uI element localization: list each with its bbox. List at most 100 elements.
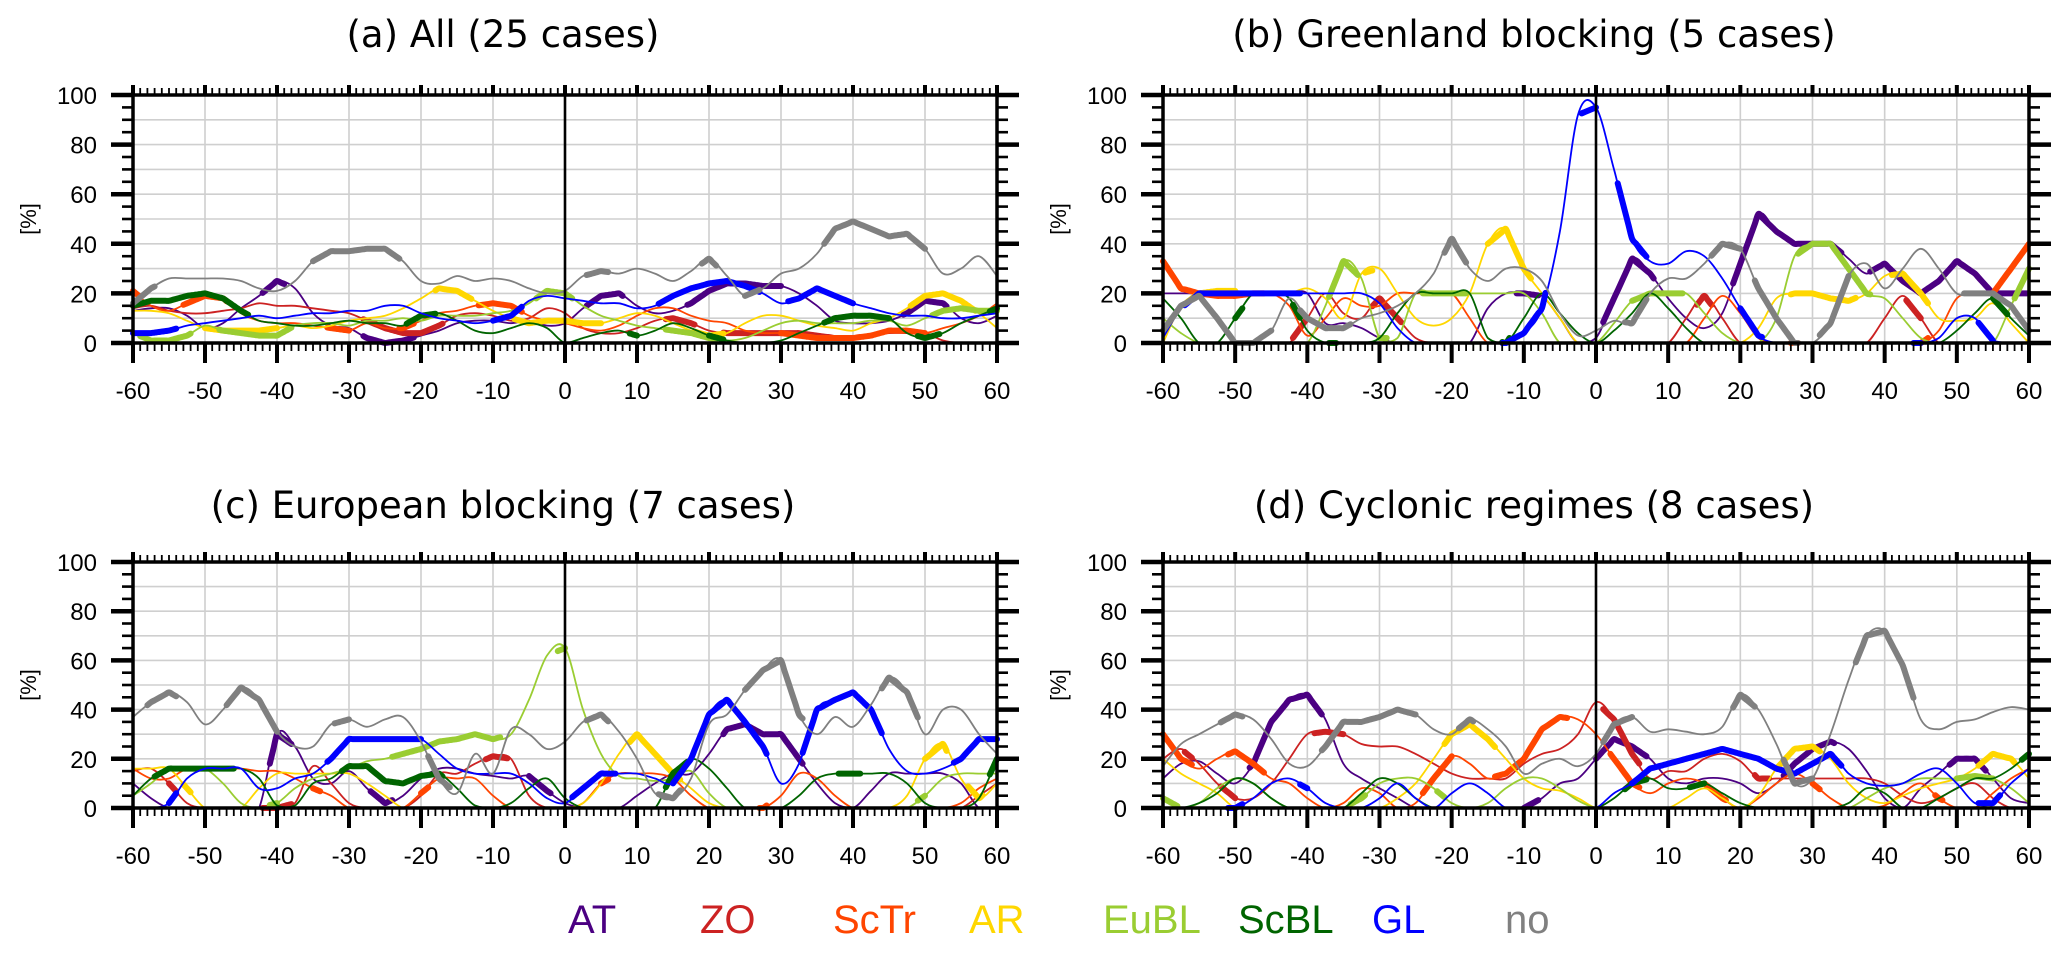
series-sctr-significant-segment	[324, 324, 352, 334]
series-sctr-significant-segment	[418, 784, 432, 797]
legend: AT ZO ScTr AR EuBL ScBL GL no	[568, 898, 1550, 942]
series-ar-significant-segment	[922, 740, 950, 762]
y-tick-label: 80	[70, 133, 97, 160]
y-axis-label: [%]	[1046, 203, 1071, 235]
y-tick-label: 0	[84, 331, 97, 358]
series-eubl-significant-segment	[266, 800, 280, 808]
x-tick-label: -40	[260, 378, 295, 405]
series-ar-significant-segment	[180, 781, 194, 796]
series-eubl-significant-segment	[1160, 795, 1181, 809]
legend-item-at: AT	[568, 898, 616, 942]
x-tick-label: 20	[696, 843, 723, 870]
series-scbl-significant-segment	[914, 331, 943, 341]
series-no-significant-segment	[144, 689, 180, 709]
series-gl-significant-segment	[324, 735, 424, 765]
series-gl-significant-segment	[1181, 290, 1304, 309]
y-tick-label: 60	[70, 182, 97, 209]
x-tick-label: -30	[332, 378, 367, 405]
x-tick-label: 60	[984, 378, 1011, 405]
series-sctr-significant-segment	[475, 300, 525, 315]
series-at-significant-segment	[1730, 210, 1845, 287]
series-scbl-significant-segment	[821, 312, 892, 326]
series-no-significant-segment	[1621, 296, 1650, 327]
series-no-significant-segment	[1780, 756, 1816, 787]
y-tick-label: 40	[1100, 698, 1127, 725]
series-gl-significant-segment	[1975, 792, 2004, 807]
series-eubl-significant-segment	[1326, 258, 1361, 300]
x-tick-label: 60	[984, 843, 1011, 870]
series-sctr-significant-segment	[778, 327, 928, 342]
series-zo-significant-segment	[1751, 772, 1773, 782]
y-tick-label: 60	[70, 648, 97, 675]
x-tick-label: -50	[188, 843, 223, 870]
x-tick-label: 40	[840, 843, 867, 870]
series-ar-significant-segment	[1362, 267, 1376, 276]
x-tick-label: 0	[1589, 378, 1602, 405]
y-tick-label: 60	[1100, 182, 1127, 209]
y-axis-label: [%]	[1046, 669, 1071, 701]
y-tick-label: 100	[1087, 83, 1127, 110]
y-tick-label: 100	[57, 83, 97, 110]
x-tick-label: 0	[1589, 843, 1602, 870]
x-tick-label: -60	[1146, 843, 1181, 870]
plot-frame	[1161, 560, 2031, 810]
plot-frame	[131, 93, 999, 345]
series-eubl-significant-segment	[929, 305, 1000, 319]
series-scbl-significant-segment	[1289, 301, 1304, 321]
series-at-significant-segment	[1600, 255, 1657, 326]
series-scbl-significant-segment	[1686, 780, 1708, 791]
x-tick-label: -10	[476, 378, 511, 405]
series-no-significant-segment	[655, 787, 684, 802]
y-tick-label: 0	[1114, 331, 1127, 358]
x-tick-label: 40	[840, 378, 867, 405]
y-tick-label: 0	[84, 796, 97, 823]
series-eubl-significant-segment	[1629, 290, 1686, 304]
y-tick-label: 20	[1100, 747, 1127, 774]
series-scbl-significant-segment	[1989, 295, 2011, 318]
x-tick-label: -60	[116, 378, 151, 405]
chart-title: (d) Cyclonic regimes (8 cases)	[1254, 484, 1814, 527]
series-scbl-significant-segment	[626, 330, 640, 339]
y-axis-label: [%]	[16, 203, 41, 235]
x-tick-label: 30	[768, 378, 795, 405]
x-tick-label: 30	[768, 843, 795, 870]
series-scbl-significant-segment	[706, 332, 727, 343]
x-tick-label: -20	[404, 843, 439, 870]
series-gl-significant-segment	[1737, 305, 1765, 340]
series-no-significant-segment	[1455, 716, 1477, 732]
series-no-significant-segment	[583, 268, 612, 278]
series-no-significant-segment	[130, 283, 158, 307]
series-no-significant-segment	[742, 656, 806, 722]
x-tick-label: -10	[1506, 843, 1541, 870]
series-no-significant-segment	[1816, 273, 1852, 339]
series-no-significant-segment	[1852, 627, 1917, 701]
plot-frame	[1161, 93, 2031, 345]
series-no-significant-segment	[821, 218, 928, 252]
chart-title: (c) European blocking (7 cases)	[211, 484, 796, 527]
series-gl-significant-segment	[670, 696, 770, 787]
x-tick-label: 20	[696, 378, 723, 405]
x-tick-label: -50	[1218, 843, 1253, 870]
chart-title: (a) All (25 cases)	[347, 13, 660, 56]
y-tick-label: 100	[1087, 550, 1127, 577]
legend-item-eubl: EuBL	[1103, 898, 1201, 942]
series-eubl-significant-segment	[1953, 773, 1996, 782]
series-at-significant-segment	[526, 773, 554, 797]
x-tick-label: 10	[624, 843, 651, 870]
series-zo-significant-segment	[1311, 728, 1347, 738]
y-tick-label: 40	[1100, 232, 1127, 259]
series-gl-significant-segment	[655, 277, 763, 307]
panel-b: (b) Greenland blocking (5 cases) [%] 0 20 40…	[1046, 13, 2051, 405]
series-sctr-significant-segment	[1160, 731, 1195, 768]
series-no-significant-segment	[1730, 691, 1758, 711]
series-no-significant-segment	[1160, 292, 1275, 346]
y-tick-label: 20	[1100, 281, 1127, 308]
series-no-significant-segment	[1217, 711, 1246, 726]
x-tick-label: 10	[1655, 843, 1682, 870]
series-zo-significant-segment	[1694, 292, 1715, 308]
series-at-significant-segment	[720, 721, 806, 767]
series-ar-significant-segment	[432, 285, 475, 302]
legend-item-sctr: ScTr	[833, 898, 916, 942]
